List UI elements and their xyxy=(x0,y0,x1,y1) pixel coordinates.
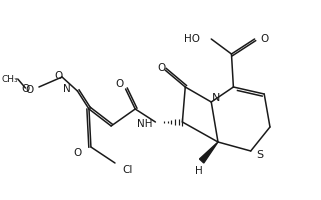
Text: O: O xyxy=(260,34,269,44)
Text: NH: NH xyxy=(137,118,152,128)
Text: O: O xyxy=(25,85,33,95)
Text: N: N xyxy=(212,93,220,102)
Text: O: O xyxy=(54,71,62,81)
Text: HO: HO xyxy=(184,34,200,44)
Text: O: O xyxy=(73,147,81,157)
Text: Cl: Cl xyxy=(123,164,133,174)
Text: O: O xyxy=(157,63,165,73)
Polygon shape xyxy=(199,142,218,163)
Text: S: S xyxy=(256,149,263,159)
Text: CH₃: CH₃ xyxy=(1,75,18,84)
Text: H: H xyxy=(195,165,203,175)
Text: O: O xyxy=(116,79,124,89)
Text: N: N xyxy=(63,84,71,94)
Text: O: O xyxy=(21,84,30,94)
